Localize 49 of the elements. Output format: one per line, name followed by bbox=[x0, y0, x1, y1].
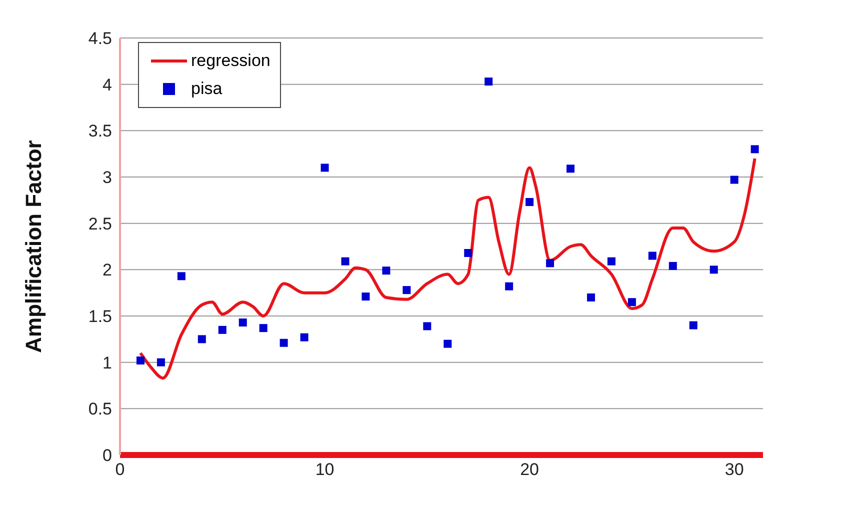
point bbox=[689, 321, 698, 330]
point bbox=[402, 286, 411, 294]
legend-label: regression bbox=[191, 51, 270, 71]
point bbox=[607, 257, 616, 266]
point bbox=[730, 176, 738, 184]
y-tick-label: 3 bbox=[102, 168, 112, 188]
point bbox=[238, 318, 247, 326]
point bbox=[750, 145, 759, 154]
point bbox=[320, 164, 329, 172]
point bbox=[444, 340, 452, 348]
point bbox=[300, 333, 308, 342]
point bbox=[464, 248, 472, 257]
y-tick-label: 2.5 bbox=[88, 214, 112, 234]
point bbox=[710, 266, 718, 274]
point bbox=[566, 164, 575, 173]
point bbox=[648, 252, 656, 260]
point bbox=[362, 292, 370, 301]
y-tick-label: 4 bbox=[102, 75, 112, 94]
point bbox=[628, 298, 636, 306]
y-tick-label: 3.5 bbox=[88, 122, 112, 141]
point bbox=[156, 358, 165, 366]
point bbox=[526, 198, 534, 206]
line-series bbox=[138, 156, 756, 380]
x-tick-label: 10 bbox=[315, 460, 334, 480]
y-tick-label: 1 bbox=[102, 353, 112, 372]
x-tick-label: 20 bbox=[520, 460, 540, 480]
point bbox=[177, 272, 186, 280]
point bbox=[484, 78, 493, 86]
point bbox=[280, 338, 288, 347]
point bbox=[259, 324, 268, 332]
point bbox=[505, 282, 514, 290]
point bbox=[136, 356, 144, 364]
x-tick-label: 30 bbox=[724, 460, 744, 480]
y-tick-label: 0.5 bbox=[88, 400, 112, 419]
point bbox=[382, 266, 390, 275]
x-tick-label: 0 bbox=[115, 460, 125, 480]
point bbox=[198, 335, 206, 344]
y-tick-label: 2 bbox=[102, 260, 112, 280]
point bbox=[218, 326, 226, 334]
y-tick-label: 4.5 bbox=[88, 29, 112, 48]
point bbox=[546, 259, 554, 268]
legend-label: pisa bbox=[191, 79, 222, 99]
point bbox=[423, 322, 432, 330]
y-axis-title: Amplification Factor bbox=[20, 140, 46, 353]
point bbox=[586, 293, 595, 302]
y-tick-label: 1.5 bbox=[88, 307, 112, 326]
point bbox=[341, 257, 350, 266]
point bbox=[668, 262, 677, 270]
y-tick-label: 0 bbox=[102, 446, 112, 466]
